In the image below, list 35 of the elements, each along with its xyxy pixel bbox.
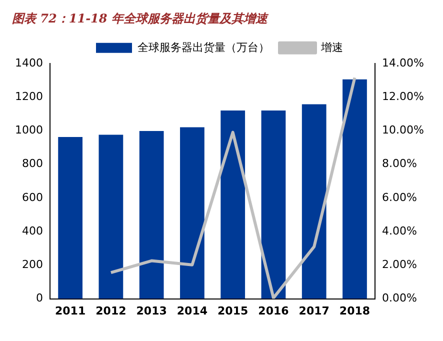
y-tick-label: 1200 bbox=[14, 90, 43, 103]
y-tick-label: 0 bbox=[36, 292, 43, 305]
x-tick-label: 2015 bbox=[218, 304, 248, 318]
bar bbox=[180, 127, 204, 299]
x-tick-label: 2012 bbox=[96, 304, 126, 318]
x-tick-label: 2017 bbox=[298, 304, 330, 318]
bar bbox=[342, 79, 367, 299]
bar bbox=[302, 104, 326, 299]
x-tick-label: 2014 bbox=[176, 304, 208, 318]
bar bbox=[98, 134, 124, 299]
y-tick-label: 200 bbox=[22, 258, 43, 272]
x-tick-label: 2011 bbox=[55, 304, 86, 318]
y2-tick-label: 12.00% bbox=[382, 90, 424, 103]
x-tick-label: 2018 bbox=[339, 304, 370, 318]
y-tick-label: 600 bbox=[22, 190, 43, 204]
y2-tick-label: 6.00% bbox=[382, 190, 418, 204]
bar bbox=[220, 110, 246, 299]
x-tick-label: 2016 bbox=[258, 304, 290, 318]
x-tick-label: 2013 bbox=[136, 304, 167, 318]
y2-tick-label: 8.00% bbox=[382, 157, 418, 170]
y2-tick-label: 10.00% bbox=[382, 124, 424, 137]
y2-tick-label: 4.00% bbox=[382, 224, 418, 238]
legend-label: 全球服务器出货量（万台） bbox=[138, 40, 270, 54]
y-tick-label: 400 bbox=[22, 224, 43, 238]
chart-title: 图表 72：11-18 年全球服务器出货量及其增速 bbox=[12, 11, 270, 26]
bar bbox=[261, 110, 286, 299]
y2-tick-label: 0.00% bbox=[382, 292, 418, 305]
y2-tick-label: 2.00% bbox=[382, 258, 418, 272]
legend-label: 增速 bbox=[320, 40, 343, 54]
bar bbox=[58, 137, 82, 299]
y-tick-label: 1000 bbox=[14, 124, 43, 137]
y-tick-label: 1400 bbox=[14, 56, 43, 70]
bar bbox=[139, 130, 164, 299]
y2-tick-label: 14.00% bbox=[382, 56, 424, 70]
y-tick-label: 800 bbox=[22, 157, 43, 170]
